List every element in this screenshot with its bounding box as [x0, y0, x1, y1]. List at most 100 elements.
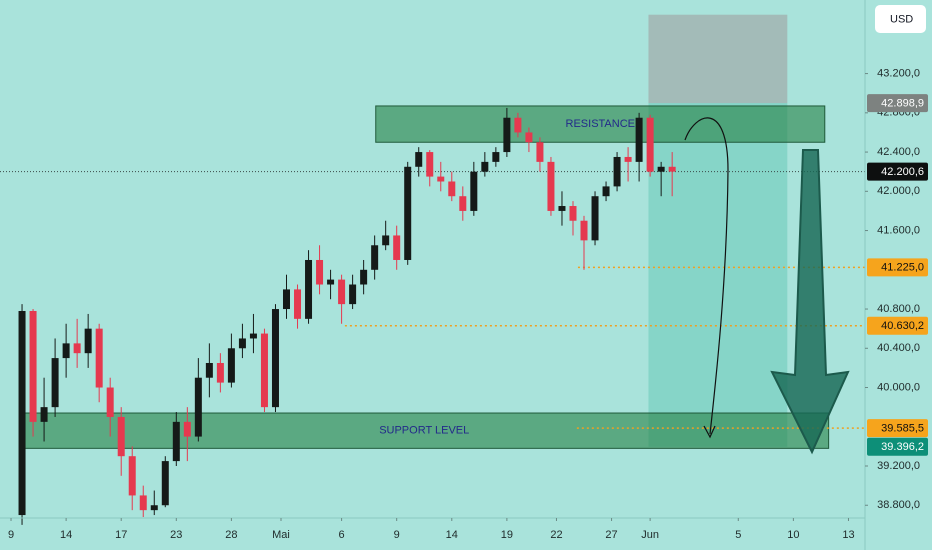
- candle-body: [624, 156, 632, 162]
- candle-body: [382, 235, 390, 246]
- x-tick-label: 9: [8, 529, 14, 541]
- candle-body: [393, 235, 401, 260]
- candle-body: [415, 152, 423, 167]
- candle-body: [547, 161, 555, 211]
- price-badge: [867, 258, 928, 277]
- candle-body: [525, 132, 533, 143]
- price-badge: [867, 316, 928, 335]
- candle-body: [481, 161, 489, 172]
- x-tick-label: 23: [170, 529, 182, 541]
- price-badge: [867, 419, 928, 438]
- candle-body: [40, 407, 48, 422]
- zone-label: RESISTANCE: [566, 118, 635, 130]
- price-badge-label: 42.200,6: [881, 166, 924, 178]
- candle-body: [282, 289, 290, 310]
- x-tick-label: 10: [787, 529, 799, 541]
- candle-body: [183, 421, 191, 437]
- y-tick-label: 39.200,0: [877, 460, 920, 472]
- candle-body: [580, 220, 588, 241]
- candle-body: [492, 152, 500, 162]
- candle-body: [62, 343, 70, 359]
- x-tick-label: 14: [446, 529, 458, 541]
- currency-button[interactable]: [875, 5, 926, 33]
- candle-body: [117, 416, 125, 457]
- candle-body: [128, 456, 136, 496]
- y-tick-label: 41.600,0: [877, 224, 920, 236]
- candle-body: [503, 117, 511, 153]
- stop-zone: [648, 14, 788, 104]
- candle-body: [238, 338, 246, 349]
- price-badge-label: 39.396,2: [881, 441, 924, 453]
- price-badge-label: 42.898,9: [881, 98, 924, 110]
- candle-body: [18, 310, 26, 516]
- candle-body: [216, 362, 224, 383]
- target-zone: [648, 103, 788, 447]
- price-badge-label: 40.630,2: [881, 320, 924, 332]
- candle-body: [29, 310, 37, 422]
- candle-body: [613, 156, 621, 187]
- candle-body: [635, 117, 643, 162]
- candle-body: [305, 259, 313, 319]
- candle-body: [73, 343, 81, 354]
- candle-body: [657, 166, 665, 172]
- x-tick-label: 27: [605, 529, 617, 541]
- x-tick-label: 6: [339, 529, 345, 541]
- candle-body: [172, 421, 180, 462]
- candle-body: [668, 166, 676, 172]
- price-badge: [867, 94, 928, 113]
- candle-body: [448, 181, 456, 197]
- candle-body: [602, 186, 610, 197]
- candle-body: [558, 206, 566, 211]
- candle-body: [316, 259, 324, 285]
- candle-body: [205, 362, 213, 378]
- candle-body: [360, 269, 368, 285]
- currency-label: USD: [890, 13, 913, 25]
- candle-body: [161, 461, 169, 506]
- candle-body: [404, 166, 412, 260]
- curved-arrow: [684, 117, 729, 435]
- x-tick-label: 14: [60, 529, 72, 541]
- price-badge: [867, 437, 928, 456]
- x-tick-label: 22: [550, 529, 562, 541]
- y-tick-label: 40.000,0: [877, 381, 920, 393]
- down-arrow: [770, 149, 850, 455]
- candle-body: [51, 358, 59, 408]
- y-tick-label: 38.800,0: [877, 499, 920, 511]
- candle-body: [294, 289, 302, 319]
- x-tick-label: 9: [394, 529, 400, 541]
- candle-body: [646, 117, 654, 172]
- candle-body: [84, 328, 92, 354]
- y-tick-label: 43.200,0: [877, 67, 920, 79]
- zone-label: SUPPORT LEVEL: [379, 425, 469, 437]
- x-tick-label: 28: [225, 529, 237, 541]
- y-tick-label: 42.400,0: [877, 146, 920, 158]
- price-badge-label: 41.225,0: [881, 262, 924, 274]
- candle-body: [426, 152, 434, 177]
- candle-body: [194, 377, 202, 437]
- y-tick-label: 40.400,0: [877, 342, 920, 354]
- x-tick-label: 5: [735, 529, 741, 541]
- curved-arrow-head: [703, 425, 716, 439]
- zone: [19, 412, 830, 449]
- candle-body: [106, 387, 114, 417]
- candle-body: [591, 196, 599, 241]
- candle-body: [338, 279, 346, 305]
- candle-body: [249, 333, 257, 339]
- price-badge: [867, 162, 928, 181]
- candle-body: [514, 117, 522, 133]
- x-tick-label: 19: [501, 529, 513, 541]
- candle-body: [459, 196, 467, 211]
- y-tick-label: 40.800,0: [877, 303, 920, 315]
- price-badge-label: 39.585,5: [881, 423, 924, 435]
- x-tick-label: 17: [115, 529, 127, 541]
- y-tick-label: 42.000,0: [877, 185, 920, 197]
- candle-body: [349, 284, 357, 305]
- zone: [375, 105, 826, 143]
- candle-body: [271, 309, 279, 408]
- candle-body: [470, 171, 478, 211]
- candle-body: [227, 348, 235, 383]
- candle-body: [371, 245, 379, 270]
- candle-body: [260, 333, 268, 408]
